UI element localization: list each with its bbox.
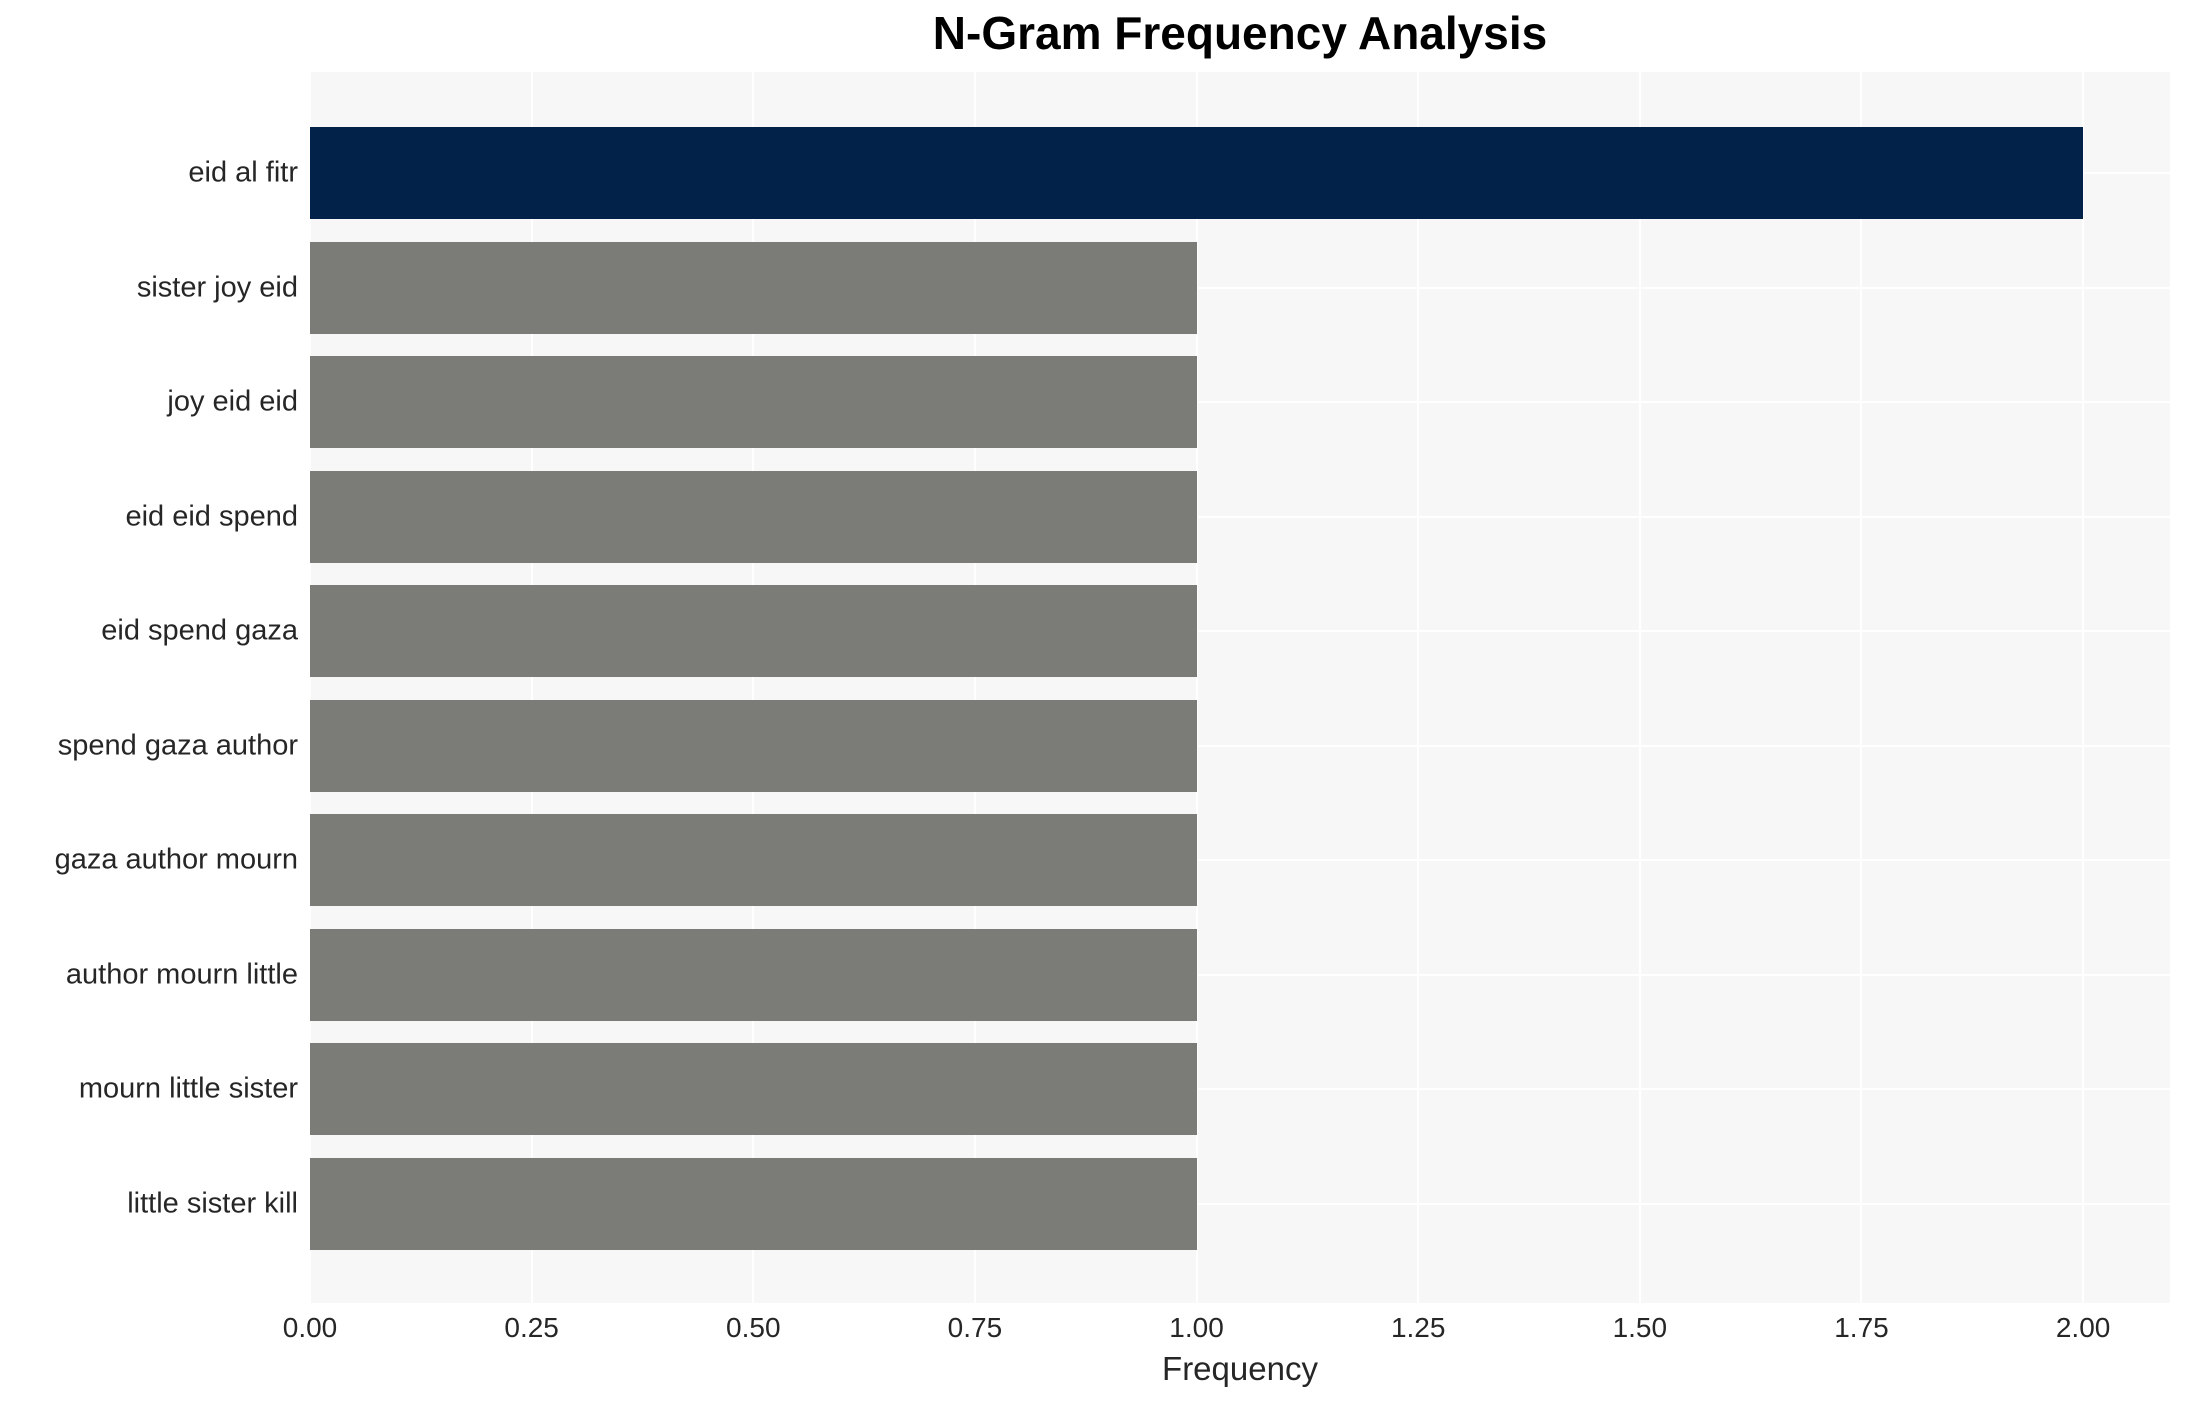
bar [310,1043,1197,1136]
y-gridline [310,1202,2170,1205]
y-tick-label: gaza author mourn [54,843,298,876]
y-gridline [310,515,2170,518]
y-tick-label: mourn little sister [78,1072,298,1105]
y-gridline [310,973,2170,976]
x-gridline [530,72,533,1303]
y-gridline [310,744,2170,747]
y-tick-label: eid al fitr [188,156,298,189]
x-tick-label: 1.75 [1834,1312,1889,1343]
y-gridline [310,286,2170,289]
y-tick-label: eid spend gaza [101,614,298,647]
chart-title: N-Gram Frequency Analysis [932,7,1548,59]
x-gridline [309,72,311,1303]
x-tick-label: 1.50 [1612,1312,1668,1343]
y-tick-label: author mourn little [65,958,298,991]
y-tick-label: little sister kill [127,1187,298,1220]
x-gridline [752,72,755,1303]
y-tick-label: spend gaza author [57,729,298,762]
y-gridline [310,1088,2170,1091]
x-tick-label: 0.00 [282,1312,338,1343]
bar [310,241,1197,334]
x-axis-title: Frequency [1162,1350,1318,1387]
bar [310,127,2084,219]
x-gridline [2082,72,2085,1303]
bar [310,699,1197,792]
bar [310,470,1197,563]
bar [310,356,1197,449]
x-gridline [1638,72,1641,1303]
x-gridline [973,72,976,1303]
x-tick-label: 0.50 [726,1312,781,1343]
x-tick-label: 1.00 [1169,1312,1224,1343]
y-gridline [310,630,2170,633]
y-tick-label: joy eid eid [167,385,298,418]
bar [310,928,1197,1021]
bar [310,585,1197,678]
plot-area [309,72,2170,1303]
x-gridline [1860,72,1863,1303]
x-gridline [1195,72,1198,1303]
x-tick-label: 0.25 [504,1312,559,1343]
x-gridline [1417,72,1420,1303]
y-tick-label: sister joy eid [136,271,298,304]
y-gridline [310,401,2170,404]
bar [310,1157,1197,1250]
x-tick-label: 0.75 [947,1312,1003,1343]
x-tick-label: 2.00 [2055,1312,2111,1343]
y-tick-label: eid eid spend [125,500,298,533]
bar [310,814,1197,907]
x-tick-label: 1.25 [1390,1312,1446,1343]
y-gridline [310,859,2170,862]
